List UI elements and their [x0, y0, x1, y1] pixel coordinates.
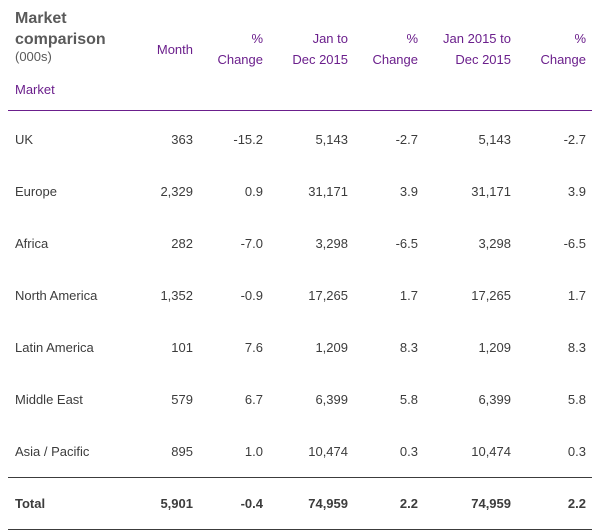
row-pct-change-3: -2.7 [563, 132, 586, 147]
row-market: Middle East [15, 392, 83, 407]
header-pct-change-1-line1: % [251, 31, 263, 46]
row-jan2015-dec2015: 31,171 [471, 184, 511, 199]
row-month: 101 [171, 340, 193, 355]
row-jan2015-dec2015: 3,298 [478, 236, 511, 251]
header-month: Month [123, 39, 193, 60]
header-jan-dec-2015-line2: Dec 2015 [292, 52, 348, 67]
row-jan-dec-2015: 3,298 [315, 236, 348, 251]
header-jan2015-dec2015: Jan 2015 to Dec 2015 [411, 28, 511, 70]
total-pct-change-3: 2.2 [567, 496, 586, 511]
total-month: 5,901 [160, 496, 193, 511]
table-row: UK 363 -15.2 5,143 -2.7 5,143 -2.7 [8, 114, 592, 166]
header-jan-dec-2015-line1: Jan to [312, 31, 348, 46]
table-units: (000s) [15, 49, 52, 64]
row-jan2015-dec2015: 10,474 [471, 444, 511, 459]
row-pct-change-1: -15.2 [233, 132, 263, 147]
row-pct-change-3: 8.3 [567, 340, 586, 355]
total-jan-dec-2015: 74,959 [308, 496, 348, 511]
row-pct-change-3: 5.8 [567, 392, 586, 407]
row-pct-change-1: -7.0 [240, 236, 263, 251]
table-row: Latin America 101 7.6 1,209 8.3 1,209 8.… [8, 322, 592, 374]
table-title-line1: Market [15, 10, 67, 27]
row-jan-dec-2015: 6,399 [315, 392, 348, 407]
header-pct-change-3-line1: % [574, 31, 586, 46]
row-pct-change-3: 1.7 [567, 288, 586, 303]
row-jan2015-dec2015: 1,209 [478, 340, 511, 355]
row-pct-change-1: 0.9 [244, 184, 263, 199]
row-pct-change-1: -0.9 [240, 288, 263, 303]
row-jan-dec-2015: 10,474 [308, 444, 348, 459]
table-row: Asia / Pacific 895 1.0 10,474 0.3 10,474… [8, 426, 592, 478]
header-pct-change-3-line2: Change [540, 52, 586, 67]
header-pct-change-2-line1: % [406, 31, 418, 46]
header-jan-dec-2015: Jan to Dec 2015 [258, 28, 348, 70]
total-pct-change-2: 2.2 [399, 496, 418, 511]
table-row: Europe 2,329 0.9 31,171 3.9 31,171 3.9 [8, 166, 592, 218]
header-market: Market [15, 82, 55, 97]
row-market: UK [15, 132, 34, 147]
table-title: Market comparison [15, 8, 106, 50]
row-market: Europe [15, 184, 57, 199]
row-month: 579 [171, 392, 193, 407]
table-title-line2: comparison [15, 31, 106, 48]
header-pct-change-1: % Change [193, 28, 263, 70]
table-row: Africa 282 -7.0 3,298 -6.5 3,298 -6.5 [8, 218, 592, 270]
total-divider [8, 477, 592, 478]
row-month: 363 [171, 132, 193, 147]
row-pct-change-3: 0.3 [567, 444, 586, 459]
header-pct-change-2: % Change [348, 28, 418, 70]
table-row: North America 1,352 -0.9 17,265 1.7 17,2… [8, 270, 592, 322]
total-pct-change-1: -0.4 [240, 496, 263, 511]
row-jan-dec-2015: 1,209 [315, 340, 348, 355]
row-pct-change-2: 5.8 [399, 392, 418, 407]
row-pct-change-2: -6.5 [395, 236, 418, 251]
row-pct-change-2: 0.3 [399, 444, 418, 459]
row-market: Africa [15, 236, 49, 251]
row-jan2015-dec2015: 17,265 [471, 288, 511, 303]
row-jan-dec-2015: 17,265 [308, 288, 348, 303]
row-market: Latin America [15, 340, 94, 355]
row-jan2015-dec2015: 6,399 [478, 392, 511, 407]
row-pct-change-2: 3.9 [399, 184, 418, 199]
row-pct-change-3: -6.5 [563, 236, 586, 251]
row-month: 282 [171, 236, 193, 251]
row-month: 895 [171, 444, 193, 459]
row-pct-change-2: 1.7 [399, 288, 418, 303]
row-market: Asia / Pacific [15, 444, 90, 459]
total-row: Total 5,901 -0.4 74,959 2.2 74,959 2.2 [8, 478, 592, 530]
header-month-label: Month [156, 42, 193, 57]
header-divider [8, 110, 592, 111]
table-row: Middle East 579 6.7 6,399 5.8 6,399 5.8 [8, 374, 592, 426]
row-jan2015-dec2015: 5,143 [478, 132, 511, 147]
row-jan-dec-2015: 5,143 [315, 132, 348, 147]
row-month: 1,352 [160, 288, 193, 303]
row-month: 2,329 [160, 184, 193, 199]
row-pct-change-2: -2.7 [395, 132, 418, 147]
total-label: Total [15, 496, 46, 511]
row-pct-change-1: 6.7 [244, 392, 263, 407]
header-pct-change-1-line2: Change [217, 52, 263, 67]
header-jan2015-dec2015-line2: Dec 2015 [455, 52, 511, 67]
row-market: North America [15, 288, 98, 303]
header-pct-change-2-line2: Change [372, 52, 418, 67]
row-pct-change-1: 7.6 [244, 340, 263, 355]
row-jan-dec-2015: 31,171 [308, 184, 348, 199]
row-pct-change-3: 3.9 [567, 184, 586, 199]
total-jan2015-dec2015: 74,959 [471, 496, 511, 511]
header-jan2015-dec2015-line1: Jan 2015 to [443, 31, 511, 46]
header-pct-change-3: % Change [516, 28, 586, 70]
row-pct-change-2: 8.3 [399, 340, 418, 355]
bottom-divider [8, 529, 592, 530]
row-pct-change-1: 1.0 [244, 444, 263, 459]
